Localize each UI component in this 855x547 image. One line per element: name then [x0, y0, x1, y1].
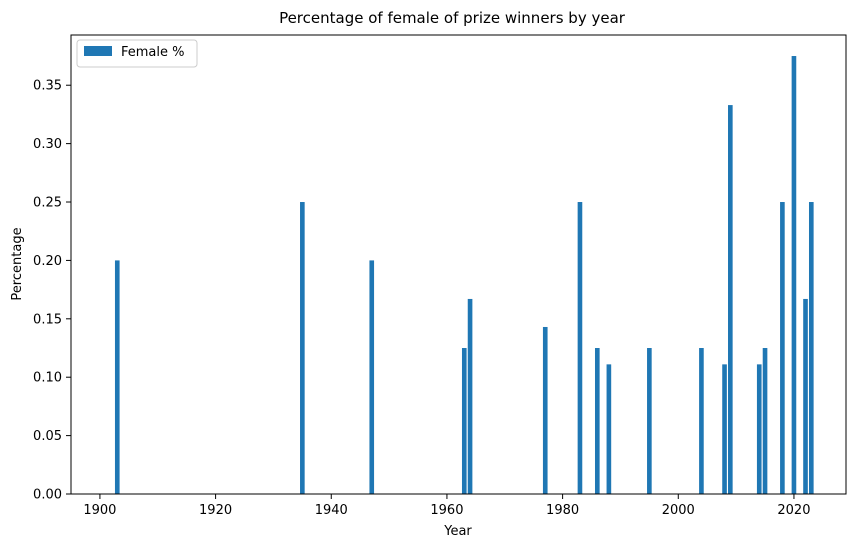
y-tick-label: 0.35: [33, 79, 62, 94]
bar: [606, 364, 612, 494]
bar: [114, 260, 120, 494]
bar: [461, 348, 467, 494]
y-tick-label: 0.20: [33, 254, 62, 269]
bar: [542, 326, 548, 494]
x-axis-ticks: 1900 1920 1940 1960 1980 2000 2020: [83, 494, 810, 518]
bar: [762, 348, 768, 494]
legend: Female %: [76, 39, 198, 68]
bar: [647, 348, 652, 494]
bar: [369, 260, 375, 494]
x-tick-label: 1940: [315, 503, 348, 518]
bar: [594, 348, 600, 494]
bar: [300, 202, 305, 494]
x-tick-label: 2020: [777, 503, 810, 518]
y-tick-label: 0.15: [33, 312, 62, 327]
bar: [577, 202, 583, 494]
bar: [756, 364, 762, 494]
y-tick-label: 0.05: [33, 429, 62, 444]
x-axis-title: Year: [443, 524, 472, 539]
legend-swatch: [84, 46, 112, 56]
bar: [699, 348, 704, 494]
bar: [728, 105, 733, 494]
legend-label: Female %: [121, 45, 185, 60]
x-tick-label: 1960: [430, 503, 463, 518]
bars-group: [114, 56, 814, 495]
bar: [467, 298, 473, 494]
x-tick-label: 1900: [83, 503, 116, 518]
y-tick-label: 0.30: [33, 137, 62, 152]
chart-title: Percentage of female of prize winners by…: [279, 9, 626, 27]
bar: [780, 202, 785, 494]
y-tick-label: 0.25: [33, 196, 62, 211]
x-tick-label: 2000: [662, 503, 695, 518]
y-axis-ticks: 0.00 0.05 0.10 0.15 0.20 0.25 0.30 0.35: [33, 79, 71, 503]
plot-area-frame: [70, 34, 847, 495]
x-tick-label: 1920: [199, 503, 232, 518]
bar: [722, 364, 727, 494]
bar: [791, 56, 797, 495]
bar: [803, 298, 808, 494]
y-tick-label: 0.00: [33, 488, 62, 503]
x-tick-label: 1980: [546, 503, 579, 518]
y-axis-title: Percentage: [10, 227, 25, 300]
y-tick-label: 0.10: [33, 371, 62, 386]
bar: [808, 202, 814, 494]
